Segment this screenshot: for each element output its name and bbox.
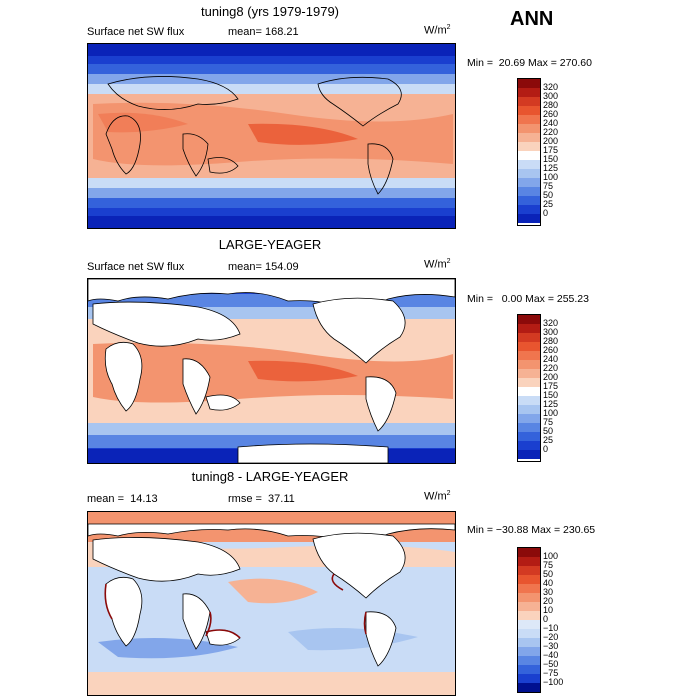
colorbar-tick: 75 (543, 560, 554, 570)
panel-2-mean: mean= 154.09 (228, 261, 299, 273)
colorbar-tick: 100 (543, 172, 559, 182)
colorbar-tick: 50 (543, 569, 554, 579)
panel-3-rmse: rmse = 37.11 (228, 493, 295, 505)
sw-flux-map-large-yeager (88, 279, 455, 463)
colorbar-tick: 30 (543, 587, 554, 597)
colorbar-tick: 150 (543, 390, 559, 400)
sw-flux-difference-map (88, 512, 455, 695)
panel-2-colorbar-strip (517, 314, 541, 462)
panel-1-unit: W/m2 (424, 24, 451, 37)
colorbar-tick: −30 (543, 641, 559, 651)
panel-3-map (87, 511, 456, 696)
colorbar-tick: 240 (543, 354, 559, 364)
panel-3-minmax: Min = −30.88 Max = 230.65 (467, 524, 596, 536)
colorbar-tick: 125 (543, 163, 559, 173)
colorbar-tick: −75 (543, 668, 559, 678)
panel-2-field-label: Surface net SW flux (87, 261, 185, 273)
panel-2-map (87, 278, 456, 464)
panel-3-colorbar: 100 75 50 40 30 20 10 0 −10 −20 −30 −40 … (517, 547, 577, 695)
panel-1-field-label: Surface net SW flux (87, 26, 185, 38)
colorbar-tick: 260 (543, 109, 559, 119)
colorbar-tick: 100 (543, 408, 559, 418)
colorbar-tick: −40 (543, 650, 559, 660)
panel-1-colorbar: 320 300 280 260 240 220 200 175 150 125 … (517, 78, 577, 226)
colorbar-tick: 75 (543, 181, 554, 191)
panel-1-colorbar-strip (517, 78, 541, 226)
colorbar-tick: 220 (543, 127, 559, 137)
colorbar-tick: 260 (543, 345, 559, 355)
colorbar-tick: 300 (543, 327, 559, 337)
colorbar-tick: 25 (543, 435, 554, 445)
colorbar-tick: 125 (543, 399, 559, 409)
season-label: ANN (510, 8, 554, 30)
sw-flux-map-tuning8 (88, 44, 455, 228)
colorbar-tick: 0 (543, 444, 549, 454)
panel-3-colorbar-strip (517, 547, 541, 693)
colorbar-tick: 50 (543, 426, 554, 436)
colorbar-tick: 240 (543, 118, 559, 128)
colorbar-tick: 75 (543, 417, 554, 427)
panel-3-unit: W/m2 (424, 490, 451, 503)
panel-3-title: tuning8 - LARGE-YEAGER (191, 469, 349, 484)
colorbar-tick: 175 (543, 381, 559, 391)
colorbar-tick: 220 (543, 363, 559, 373)
colorbar-tick: 320 (543, 82, 559, 92)
colorbar-tick: 10 (543, 605, 554, 615)
colorbar-tick: 150 (543, 154, 559, 164)
colorbar-tick: 0 (543, 208, 549, 218)
colorbar-tick: 40 (543, 578, 554, 588)
colorbar-tick: 175 (543, 145, 559, 155)
colorbar-tick: −10 (543, 623, 559, 633)
colorbar-tick: 280 (543, 336, 559, 346)
colorbar-tick: 100 (543, 551, 559, 561)
panel-1-minmax: Min = 20.69 Max = 270.60 (467, 57, 592, 69)
colorbar-tick: −50 (543, 659, 559, 669)
colorbar-tick: −20 (543, 632, 559, 642)
colorbar-tick: 25 (543, 199, 554, 209)
colorbar-tick: 200 (543, 372, 559, 382)
colorbar-tick: 20 (543, 596, 554, 606)
panel-3-mean: mean = 14.13 (87, 493, 158, 505)
colorbar-tick: 280 (543, 100, 559, 110)
colorbar-tick: 200 (543, 136, 559, 146)
colorbar-tick: 300 (543, 91, 559, 101)
panel-1-title: tuning8 (yrs 1979-1979) (200, 4, 340, 19)
panel-1-map (87, 43, 456, 229)
panel-1-mean: mean= 168.21 (228, 26, 299, 38)
colorbar-tick: 50 (543, 190, 554, 200)
panel-2-title: LARGE-YEAGER (218, 237, 322, 252)
colorbar-tick: 0 (543, 614, 549, 624)
panel-2-colorbar: 320 300 280 260 240 220 200 175 150 125 … (517, 314, 577, 462)
colorbar-tick: −100 (543, 677, 564, 687)
colorbar-tick: 320 (543, 318, 559, 328)
panel-2-minmax: Min = 0.00 Max = 255.23 (467, 293, 589, 305)
panel-2-unit: W/m2 (424, 258, 451, 271)
